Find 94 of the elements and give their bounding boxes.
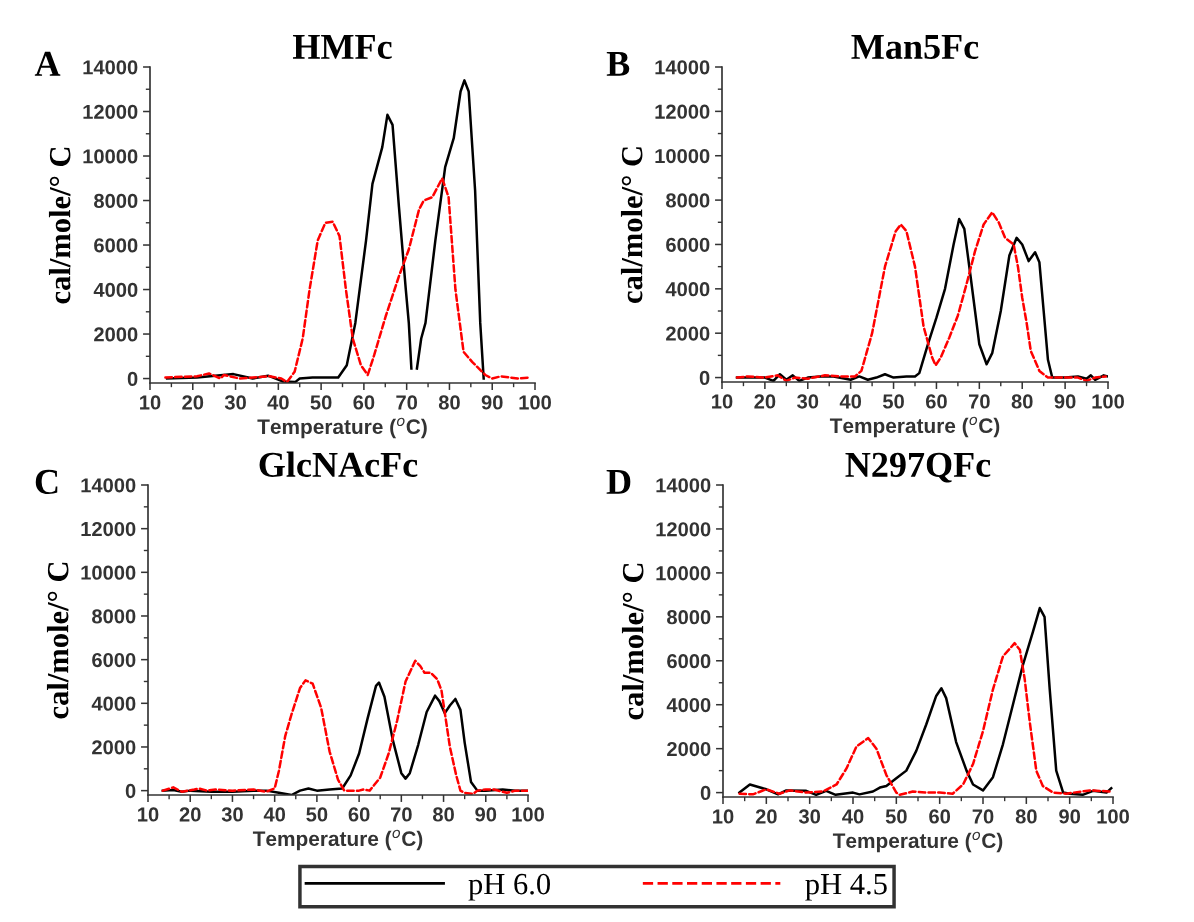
y-tick-label: 4000 bbox=[665, 282, 710, 297]
y-tick-label: 14000 bbox=[83, 60, 138, 75]
y-tick-label: 14000 bbox=[81, 478, 136, 493]
chart-title: Man5Fc bbox=[851, 35, 979, 60]
x-tick-label: 70 bbox=[391, 807, 412, 822]
x-tick-label: 80 bbox=[438, 395, 460, 410]
y-tick-label: 10000 bbox=[656, 566, 711, 581]
y-tick-label: 0 bbox=[127, 371, 138, 387]
x-tick-label: 90 bbox=[1059, 809, 1081, 824]
x-tick-label: 100 bbox=[1092, 394, 1124, 409]
text: D bbox=[606, 470, 631, 494]
chart-title: N297QFc bbox=[845, 452, 991, 483]
x-tick-label: 20 bbox=[754, 394, 776, 409]
y-tick-label: 4000 bbox=[666, 697, 711, 713]
line-series bbox=[161, 659, 528, 795]
y-tick-label: 6000 bbox=[94, 238, 138, 253]
x-tick-label: 10 bbox=[712, 394, 733, 409]
x-tick-label: 10 bbox=[713, 809, 734, 824]
y-tick-label: 2000 bbox=[94, 327, 138, 342]
y-tick-label: 6000 bbox=[92, 652, 136, 668]
x-tick-label: 90 bbox=[475, 807, 497, 822]
y-tick-label: 0 bbox=[125, 783, 136, 799]
y-axis-title: cal/mole/° C bbox=[48, 147, 71, 304]
y-tick-label: 6000 bbox=[667, 654, 711, 669]
chart-title: HMFc bbox=[292, 35, 392, 59]
x-tick-label: 20 bbox=[755, 809, 777, 824]
x-tick-label: 70 bbox=[972, 809, 994, 824]
y-tick-label: 14000 bbox=[655, 60, 710, 75]
chart-title: GlcNAcFc bbox=[259, 451, 418, 478]
x-tick-label: 60 bbox=[929, 809, 951, 824]
x-tick-label: 50 bbox=[310, 395, 332, 410]
text: B bbox=[606, 52, 630, 76]
y-axis-title: cal/mole/° C bbox=[46, 562, 69, 719]
x-tick-label: 30 bbox=[797, 394, 819, 409]
legend-label: pH 6.0 bbox=[468, 873, 550, 901]
y-tick-label: 12000 bbox=[81, 521, 136, 537]
line-series bbox=[738, 641, 1113, 797]
line-series bbox=[738, 606, 1113, 797]
y-tick-label: 10000 bbox=[83, 149, 138, 164]
y-axis-title: cal/mole/° C bbox=[621, 563, 644, 720]
y-tick-label: 14000 bbox=[656, 478, 711, 493]
x-tick-label: 60 bbox=[353, 395, 375, 410]
y-tick-label: 10000 bbox=[655, 148, 710, 164]
y-tick-label: 2000 bbox=[666, 326, 710, 341]
x-tick-label: 50 bbox=[885, 809, 907, 824]
y-tick-label: 4000 bbox=[91, 696, 136, 711]
x-tick-label: 50 bbox=[882, 394, 904, 409]
y-tick-label: 2000 bbox=[667, 741, 711, 757]
x-tick-label: 30 bbox=[798, 809, 821, 824]
x-tick-label: 20 bbox=[179, 807, 201, 822]
text: A bbox=[34, 51, 61, 76]
x-tick-label: 40 bbox=[263, 807, 286, 822]
x-tick-label: 90 bbox=[481, 395, 503, 410]
x-tick-label: 40 bbox=[842, 809, 864, 824]
x-tick-label: 40 bbox=[839, 394, 862, 409]
x-tick-label: 70 bbox=[396, 395, 418, 410]
x-tick-label: 70 bbox=[969, 394, 990, 409]
x-tick-label: 40 bbox=[267, 395, 289, 410]
x-tick-label: 100 bbox=[512, 807, 544, 822]
y-tick-label: 0 bbox=[700, 785, 711, 801]
y-tick-label: 8000 bbox=[92, 609, 136, 624]
x-tick-label: 60 bbox=[348, 807, 370, 822]
y-tick-label: 12000 bbox=[83, 104, 138, 119]
text: C bbox=[35, 469, 58, 495]
x-tick-label: 10 bbox=[140, 395, 161, 410]
y-tick-label: 0 bbox=[699, 370, 710, 386]
y-axis-title: cal/mole/° C bbox=[620, 147, 643, 303]
legend-label: pH 4.5 bbox=[805, 873, 887, 901]
x-tick-label: 30 bbox=[221, 807, 243, 822]
x-tick-label: 60 bbox=[925, 394, 947, 409]
y-tick-label: 8000 bbox=[94, 193, 138, 209]
y-tick-label: 12000 bbox=[655, 104, 710, 119]
x-tick-label: 80 bbox=[1011, 394, 1033, 409]
x-tick-label: 100 bbox=[519, 395, 551, 410]
x-tick-label: 80 bbox=[433, 807, 454, 822]
x-tick-label: 90 bbox=[1054, 394, 1076, 409]
x-tick-label: 30 bbox=[224, 395, 246, 410]
line-series bbox=[164, 177, 532, 383]
y-tick-label: 8000 bbox=[667, 610, 711, 625]
x-axis-title: Temperature ($^{o}$C) bbox=[829, 416, 1000, 438]
y-tick-label: 8000 bbox=[666, 193, 710, 208]
x-tick-label: 80 bbox=[1015, 809, 1037, 824]
x-axis-title: Temperature ($^{o}$C) bbox=[832, 831, 1003, 853]
x-tick-label: 10 bbox=[138, 807, 159, 822]
x-axis-title: Temperature ($^{o}$C) bbox=[257, 417, 427, 439]
y-tick-label: 10000 bbox=[81, 565, 136, 580]
y-tick-label: 2000 bbox=[92, 740, 136, 755]
x-tick-label: 20 bbox=[182, 395, 204, 410]
y-tick-label: 6000 bbox=[666, 237, 710, 252]
x-tick-label: 50 bbox=[306, 807, 328, 822]
y-tick-label: 12000 bbox=[656, 522, 711, 537]
y-tick-label: 4000 bbox=[93, 282, 138, 298]
x-axis-title: Temperature ($^{o}$C) bbox=[252, 829, 423, 851]
x-tick-label: 100 bbox=[1097, 809, 1129, 824]
